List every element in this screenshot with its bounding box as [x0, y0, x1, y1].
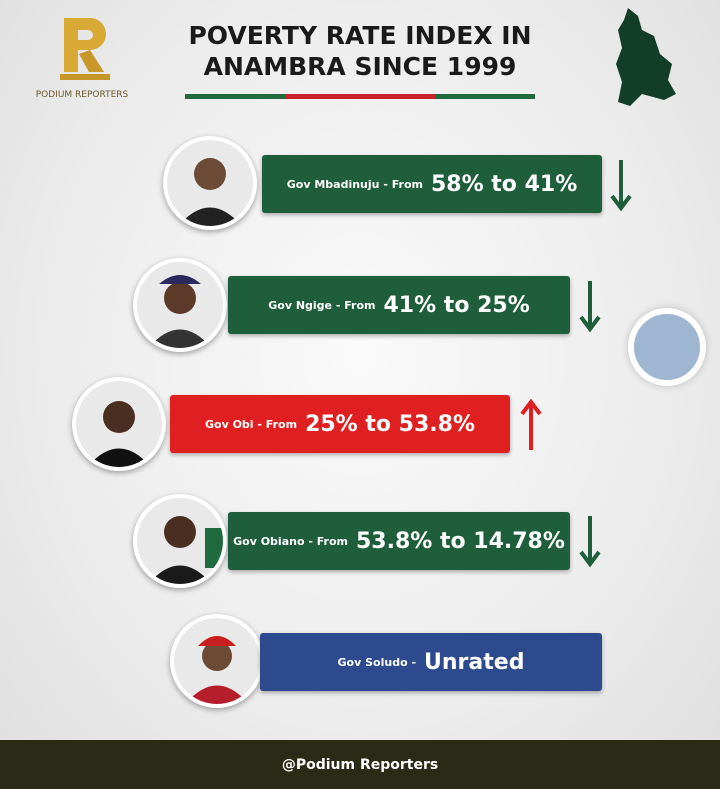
up-arrow	[520, 398, 542, 450]
row-value: 41% to 25%	[383, 292, 530, 318]
brand-name: PODIUM REPORTERS	[35, 90, 129, 100]
down-arrow	[579, 281, 601, 333]
row-label: Gov Ngige - From	[268, 298, 376, 312]
down-arrow	[610, 160, 632, 212]
row-label: Gov Mbadinuju - From	[286, 177, 423, 191]
map	[616, 8, 676, 106]
row-label: Gov Obiano - From	[233, 534, 348, 548]
title-rule	[185, 94, 535, 99]
portrait	[72, 377, 166, 471]
row-value: Unrated	[424, 649, 525, 675]
title: POVERTY RATE INDEX IN ANAMBRA SINCE 1999	[188, 21, 532, 81]
down-arrow	[579, 516, 601, 568]
portrait	[170, 614, 264, 708]
row-bar: Gov Obiano - From 53.8% to 14.78%	[228, 512, 570, 570]
footer: @Podium Reporters	[0, 740, 720, 789]
decoration	[628, 308, 706, 386]
row-value: 25% to 53.8%	[305, 411, 475, 437]
row-value: 58% to 41%	[430, 171, 578, 197]
row-value: 53.8% to 14.78%	[355, 528, 565, 554]
row-bar: Gov Obi - From 25% to 53.8%	[170, 395, 510, 453]
portrait	[163, 136, 257, 230]
row-label: Gov Soludo -	[337, 655, 417, 669]
row-bar: Gov Soludo - Unrated	[260, 633, 602, 691]
row-bar: Gov Mbadinuju - From 58% to 41%	[262, 155, 602, 213]
row-label: Gov Obi - From	[205, 417, 298, 431]
row-bar: Gov Ngige - From 41% to 25%	[228, 276, 570, 334]
logo	[60, 18, 110, 80]
portrait	[133, 494, 227, 588]
portrait	[133, 258, 227, 352]
